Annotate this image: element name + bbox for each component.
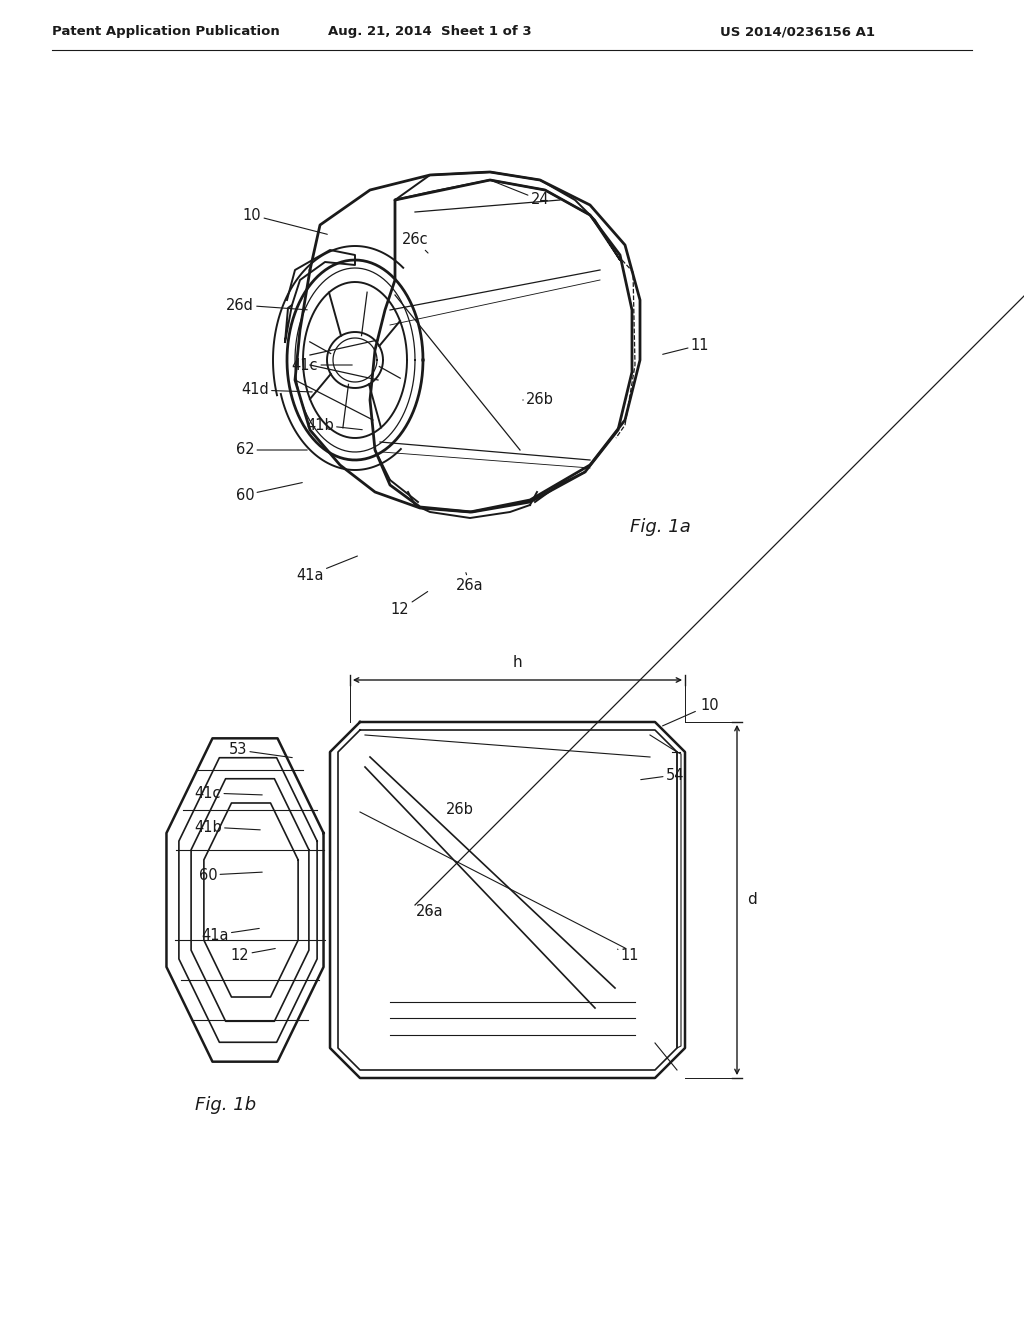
Text: US 2014/0236156 A1: US 2014/0236156 A1 [720,25,874,38]
Text: 60: 60 [199,867,262,883]
Text: 41d: 41d [241,383,312,397]
Text: 26c: 26c [401,232,428,253]
Text: 41b: 41b [306,417,362,433]
Text: 54: 54 [641,767,684,783]
Text: h: h [513,655,522,671]
Text: Fig. 1b: Fig. 1b [195,1096,256,1114]
Text: 10: 10 [663,697,719,726]
Text: 41a: 41a [202,928,259,942]
Text: 62: 62 [236,442,307,458]
Text: 41a: 41a [296,556,357,582]
Text: 11: 11 [663,338,710,354]
Text: Aug. 21, 2014  Sheet 1 of 3: Aug. 21, 2014 Sheet 1 of 3 [328,25,531,38]
Text: 12: 12 [391,591,428,618]
Text: 12: 12 [230,948,275,962]
Text: Patent Application Publication: Patent Application Publication [52,25,280,38]
Text: d: d [746,892,757,908]
Text: 26d: 26d [226,297,307,313]
Text: 26a: 26a [456,573,483,593]
Text: Fig. 1a: Fig. 1a [630,517,690,536]
Text: 24: 24 [493,181,549,207]
Text: 41c: 41c [195,785,262,800]
Text: 26b: 26b [523,392,554,408]
Text: 11: 11 [617,948,639,962]
Text: 10: 10 [243,207,328,235]
Text: 53: 53 [228,742,292,758]
Text: 60: 60 [236,483,302,503]
Text: 41c: 41c [292,358,352,372]
Text: 26a: 26a [416,904,443,920]
Text: 26b: 26b [446,803,474,817]
Text: 41b: 41b [195,820,260,834]
